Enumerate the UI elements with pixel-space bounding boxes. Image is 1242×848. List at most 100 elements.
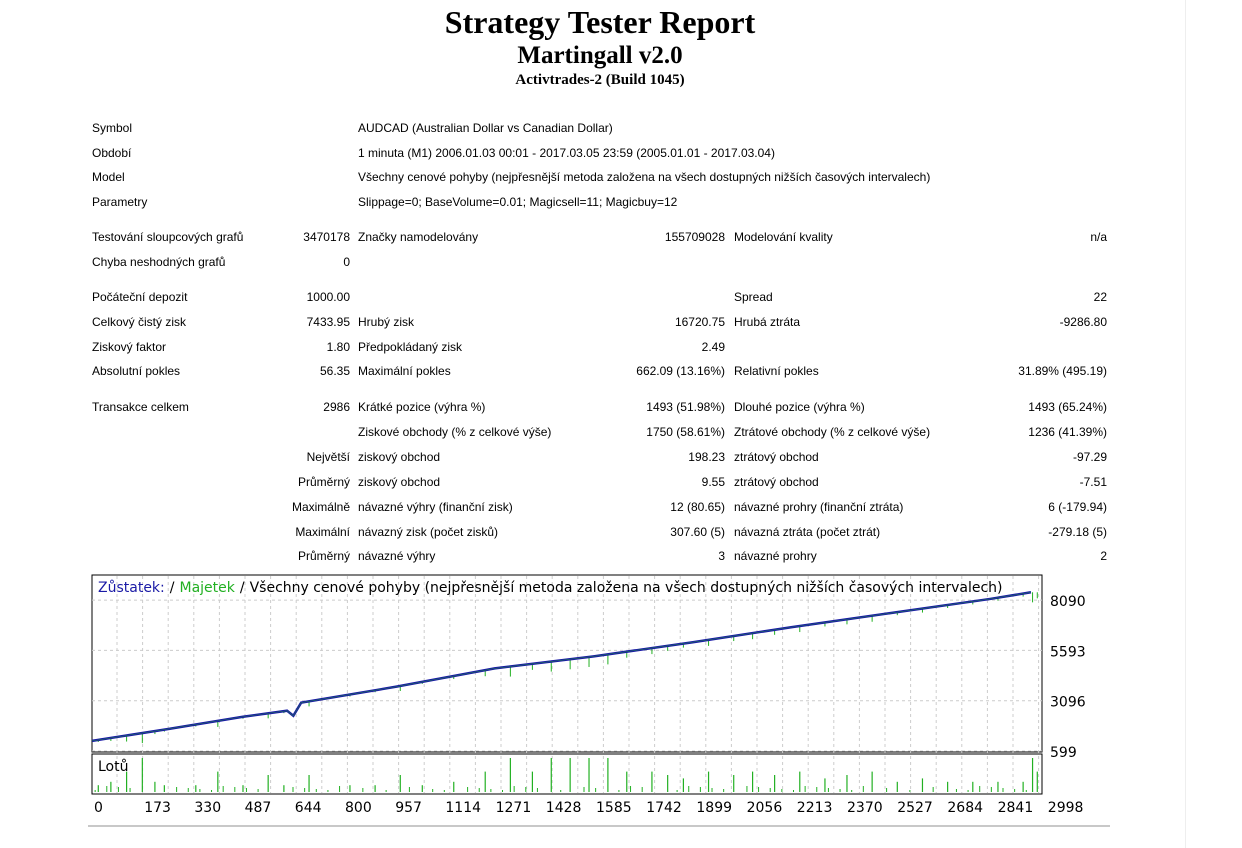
- x-tick-label: 800: [345, 800, 372, 816]
- lots-label: Lotů: [98, 759, 128, 775]
- stat-label: Dlouhé pozice (výhra %): [734, 400, 865, 414]
- legend-model: Všechny cenové pohyby (nejpřesnější meto…: [250, 580, 1003, 596]
- stat-label: Hrubý zisk: [358, 315, 415, 329]
- equity-line: [91, 591, 1032, 742]
- legend-sep: /: [240, 580, 245, 596]
- stat-value: 3: [718, 549, 725, 563]
- stat-value: 9.55: [701, 475, 725, 489]
- stat-label: návazná ztráta (počet ztrát): [734, 525, 881, 539]
- stat-value: 198.23: [688, 450, 725, 464]
- stat-value: 31.89% (495.19): [1018, 364, 1107, 378]
- price-panel: [91, 574, 1043, 753]
- lots-panel: [91, 753, 1043, 795]
- x-tick-label: 487: [245, 800, 272, 816]
- stat-label: Ziskový faktor: [92, 340, 167, 354]
- stat-label: Celkový čistý zisk: [92, 315, 187, 329]
- x-tick-label: 2998: [1048, 800, 1084, 816]
- x-tick-label: 2056: [747, 800, 783, 816]
- y-tick-label: 3096: [1050, 695, 1086, 711]
- stat-label: Krátké pozice (výhra %): [358, 400, 486, 414]
- stat-label: návazné prohry: [734, 549, 817, 563]
- stat-label: Ziskové obchody (% z celkové výše): [358, 425, 552, 439]
- stat-label: Transakce celkem: [92, 400, 189, 414]
- page-edge: [1185, 0, 1186, 848]
- stat-value: 1000.00: [306, 290, 350, 304]
- info-value: AUDCAD (Australian Dollar vs Canadian Do…: [358, 121, 613, 135]
- stat-label: návazné prohry (finanční ztráta): [734, 500, 904, 514]
- legend-equity: Majetek: [179, 580, 235, 596]
- stat-value: Průměrný: [297, 475, 350, 489]
- stat-value: Maximální: [295, 525, 350, 539]
- stat-value: 1236 (41.39%): [1028, 425, 1107, 439]
- stat-label: Relativní pokles: [734, 364, 819, 378]
- x-tick-label: 1114: [445, 800, 481, 816]
- server-build: Activtrades-2 (Build 1045): [515, 72, 685, 88]
- stat-label: ziskový obchod: [358, 450, 441, 464]
- x-tick-label: 2527: [897, 800, 933, 816]
- stat-value: 662.09 (13.16%): [636, 364, 725, 378]
- y-tick-label: 599: [1050, 745, 1077, 761]
- stat-label: Modelování kvality: [734, 230, 833, 244]
- report-title: Strategy Tester Report: [444, 4, 756, 40]
- divider: [88, 825, 1110, 827]
- stat-value: 0: [343, 255, 350, 269]
- x-tick-label: 2684: [947, 800, 983, 816]
- stat-label: ztrátový obchod: [734, 450, 819, 464]
- x-tick-label: 2841: [998, 800, 1034, 816]
- chart-legend: Zůstatek: / Majetek / Všechny cenové pohyby …: [98, 580, 1002, 596]
- stat-label: Počáteční depozit: [92, 290, 188, 304]
- x-tick-label: 2213: [797, 800, 833, 816]
- stat-value: 2.49: [701, 340, 725, 354]
- stat-value: Průměrný: [297, 549, 350, 563]
- info-value: Slippage=0; BaseVolume=0.01; Magicsell=1…: [358, 195, 678, 210]
- balance-chart: 8090 5593 3096 599 0 173 330 487 644 800 957 1114 12…: [91, 574, 1086, 816]
- stat-label: návazné výhry: [358, 549, 436, 563]
- info-value: Všechny cenové pohyby (nejpřesnější meto…: [358, 170, 931, 185]
- y-tick-label: 8090: [1050, 594, 1086, 610]
- x-tick-label: 330: [194, 800, 221, 816]
- stat-label: návazné výhry (finanční zisk): [358, 500, 513, 514]
- stat-value: 56.35: [319, 364, 350, 378]
- stat-value: Maximálně: [291, 500, 350, 514]
- y-tick-label: 5593: [1050, 644, 1086, 660]
- stat-value: -279.18 (5): [1048, 525, 1107, 539]
- stat-value: 6 (-179.94): [1048, 500, 1107, 514]
- stat-value: 7433.95: [306, 315, 350, 329]
- stat-label: Maximální pokles: [358, 364, 451, 378]
- x-tick-label: 1585: [596, 800, 632, 816]
- x-tick-label: 1428: [546, 800, 582, 816]
- stat-label: ziskový obchod: [358, 475, 441, 489]
- x-tick-label: 2370: [847, 800, 883, 816]
- stat-value: 307.60 (5): [670, 525, 725, 539]
- stat-value: 1750 (58.61%): [646, 425, 725, 439]
- stat-value: 1493 (51.98%): [646, 400, 725, 414]
- stat-value: 2: [1100, 549, 1107, 563]
- x-tick-label: 957: [395, 800, 422, 816]
- info-label: Parametry: [92, 195, 148, 210]
- legend-sep: /: [170, 580, 175, 596]
- stat-value: 16720.75: [674, 315, 725, 329]
- stat-label: Ztrátové obchody (% z celkové výše): [734, 425, 931, 439]
- expert-name: Martingall v2.0: [517, 42, 683, 69]
- stat-label: Absolutní pokles: [92, 364, 181, 378]
- stat-value: 155709028: [664, 230, 725, 244]
- legend-balance: Zůstatek:: [98, 580, 165, 596]
- stat-value: -9286.80: [1059, 315, 1107, 329]
- stat-value: 1493 (65.24%): [1028, 400, 1107, 414]
- x-tick-label: 173: [144, 800, 171, 816]
- stat-label: Značky namodelovány: [358, 230, 479, 244]
- stat-label: ztrátový obchod: [734, 475, 819, 489]
- stat-label: Předpokládaný zisk: [358, 340, 463, 354]
- info-label: Symbol: [92, 121, 133, 135]
- stat-value: Největší: [306, 450, 350, 464]
- x-tick-label: 1899: [696, 800, 732, 816]
- stat-label: Spread: [734, 290, 773, 304]
- stat-value: 12 (80.65): [670, 500, 725, 514]
- stat-value: -97.29: [1072, 450, 1107, 464]
- stat-value: 22: [1093, 290, 1107, 304]
- stat-value: 3470178: [303, 230, 350, 244]
- stat-value: -7.51: [1079, 475, 1107, 489]
- info-value: 1 minuta (M1) 2006.01.03 00:01 - 2017.03…: [358, 145, 775, 160]
- stat-label: Chyba neshodných grafů: [92, 255, 226, 269]
- stat-label: Hrubá ztráta: [734, 315, 801, 329]
